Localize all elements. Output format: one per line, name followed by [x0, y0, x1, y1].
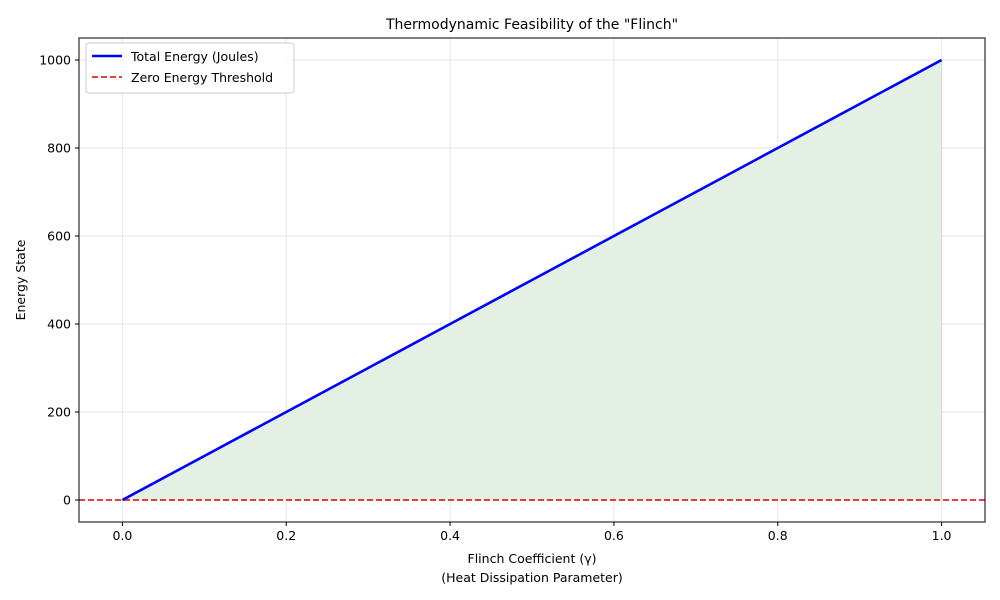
y-tick-label: 600 [47, 229, 71, 244]
x-tick-label: 1.0 [932, 528, 952, 543]
legend: Total Energy (Joules) Zero Energy Thresh… [85, 42, 295, 94]
x-axis-label: Flinch Coefficient (γ) [468, 551, 597, 566]
legend-label-zero-threshold: Zero Energy Threshold [131, 70, 273, 85]
total-energy-line [121, 58, 943, 502]
legend-box [85, 42, 295, 94]
x-tick-label: 0.2 [276, 528, 296, 543]
x-tick-label: 0.6 [604, 528, 624, 543]
x-tick-label: 0.8 [768, 528, 788, 543]
series-layer [121, 58, 943, 502]
y-tick-label: 0 [63, 493, 71, 508]
y-axis-ticks: 0 200 400 600 800 1000 [39, 53, 79, 508]
y-tick-label: 800 [47, 141, 71, 156]
x-axis-label-secondary: (Heat Dissipation Parameter) [441, 570, 623, 585]
x-tick-label: 0.0 [112, 528, 132, 543]
y-tick-label: 1000 [39, 53, 71, 68]
y-tick-label: 400 [47, 317, 71, 332]
x-axis-ticks: 0.0 0.2 0.4 0.6 0.8 1.0 [112, 522, 952, 543]
x-tick-label: 0.4 [440, 528, 460, 543]
plot-frame [78, 37, 986, 523]
legend-label-total-energy: Total Energy (Joules) [130, 49, 259, 64]
chart-title: Thermodynamic Feasibility of the "Flinch… [385, 17, 678, 33]
y-tick-label: 200 [47, 405, 71, 420]
y-axis-label: Energy State [13, 239, 28, 320]
